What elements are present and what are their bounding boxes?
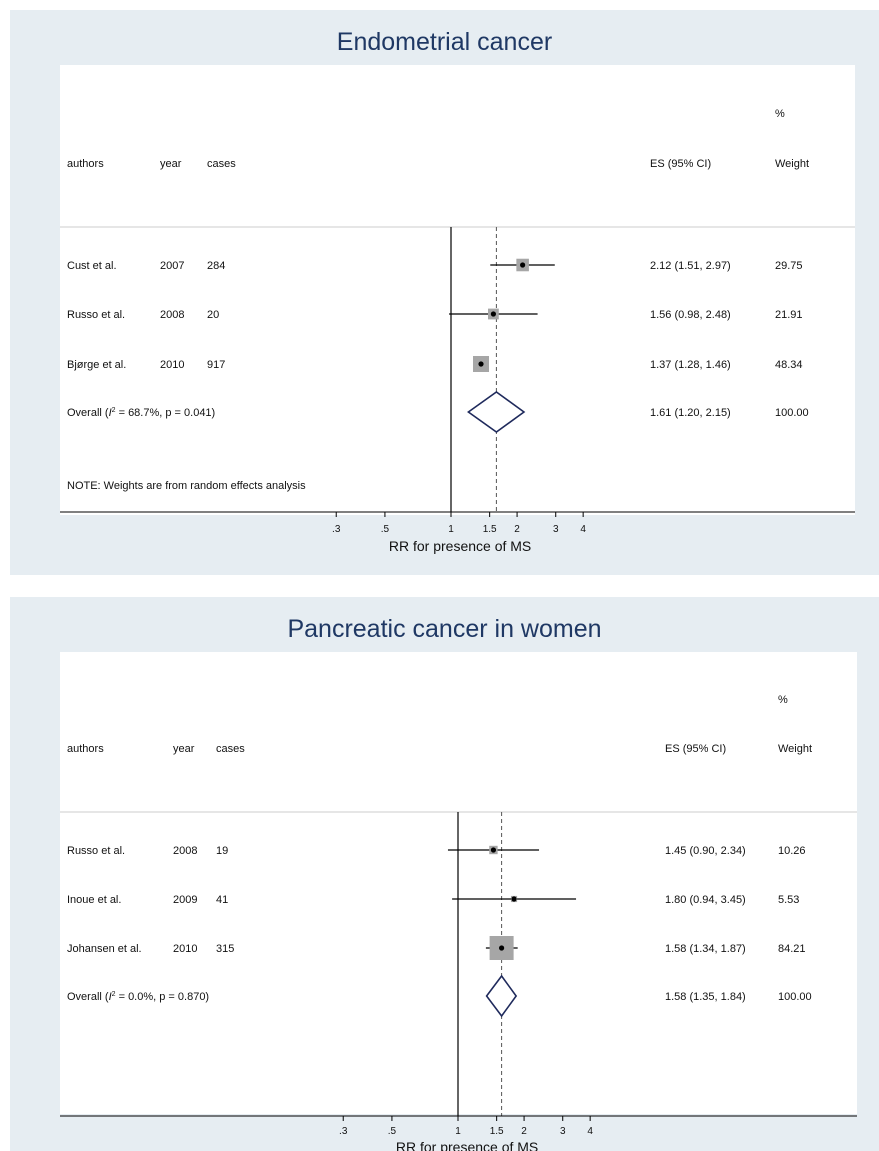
es-ci-header: ES (95% CI) xyxy=(665,743,726,755)
authors-header: authors xyxy=(67,158,104,170)
study-author: Russo et al. xyxy=(67,845,125,857)
x-tick-label: .3 xyxy=(332,524,341,535)
study-weight: 10.26 xyxy=(778,845,806,857)
study-es-ci: 1.37 (1.28, 1.46) xyxy=(650,359,731,371)
x-tick-label: 3 xyxy=(553,524,559,535)
overall-label: Overall (I2 = 68.7%, p = 0.041) xyxy=(67,407,215,419)
forest-plot-panel: Endometrial cancer % authors year cases ES (… xyxy=(10,10,879,575)
chart-title: Endometrial cancer xyxy=(336,28,553,56)
x-tick-label: 1 xyxy=(455,1126,461,1137)
study-es-ci: 1.80 (0.94, 3.45) xyxy=(665,894,746,906)
weight-percent-header: % xyxy=(778,694,788,706)
study-author: Bjørge et al. xyxy=(67,359,126,371)
point-estimate xyxy=(490,311,496,317)
overall-diamond xyxy=(485,974,518,1018)
overall-weight: 100.00 xyxy=(775,407,809,419)
cases-header: cases xyxy=(216,743,245,755)
x-tick-label: 1 xyxy=(448,524,454,535)
study-es-ci: 1.56 (0.98, 2.48) xyxy=(650,309,731,321)
study-es-ci: 2.12 (1.51, 2.97) xyxy=(650,260,731,272)
cases-header: cases xyxy=(207,158,236,170)
plot-area xyxy=(60,65,855,515)
x-tick-label: .5 xyxy=(388,1126,397,1137)
note-text: NOTE: Weights are from random effects an… xyxy=(67,480,306,492)
study-year: 2010 xyxy=(173,943,197,955)
es-ci-header: ES (95% CI) xyxy=(650,158,711,170)
overall-es-ci: 1.61 (1.20, 2.15) xyxy=(650,407,731,419)
authors-header: authors xyxy=(67,743,104,755)
study-author: Inoue et al. xyxy=(67,894,121,906)
x-axis-label: RR for presence of MS xyxy=(389,538,531,554)
point-estimate xyxy=(520,262,526,268)
study-year: 2007 xyxy=(160,260,184,272)
x-tick-label: .3 xyxy=(339,1126,348,1137)
weight-header: Weight xyxy=(778,743,812,755)
study-weight: 5.53 xyxy=(778,894,799,906)
study-year: 2010 xyxy=(160,359,184,371)
x-tick-label: 4 xyxy=(587,1126,593,1137)
study-weight: 21.91 xyxy=(775,309,803,321)
x-tick-label: 1.5 xyxy=(490,1126,504,1137)
study-cases: 41 xyxy=(216,894,228,906)
study-author: Russo et al. xyxy=(67,309,125,321)
x-tick-label: 3 xyxy=(560,1126,566,1137)
overall-es-ci: 1.58 (1.35, 1.84) xyxy=(665,991,746,1003)
point-estimate xyxy=(511,896,517,902)
x-tick-label: 2 xyxy=(514,524,520,535)
x-tick-label: 2 xyxy=(521,1126,527,1137)
overall-label: Overall (I2 = 0.0%, p = 0.870) xyxy=(67,991,209,1003)
weight-percent-header: % xyxy=(775,108,785,120)
forest-plot: % authors year cases ES (95% CI) Weight Russo … xyxy=(60,652,857,1151)
chart-title: Pancreatic cancer in women xyxy=(287,615,602,643)
point-estimate xyxy=(478,361,484,367)
overall-diamond xyxy=(467,391,526,433)
study-cases: 917 xyxy=(207,359,225,371)
x-tick-label: .5 xyxy=(381,524,390,535)
study-year: 2008 xyxy=(160,309,184,321)
study-cases: 315 xyxy=(216,943,234,955)
point-estimate xyxy=(490,847,497,853)
study-author: Cust et al. xyxy=(67,260,117,272)
study-year: 2009 xyxy=(173,894,197,906)
year-header: year xyxy=(173,743,195,755)
forest-plot-panel: Pancreatic cancer in women % authors year c… xyxy=(10,597,879,1151)
x-tick-label: 1.5 xyxy=(483,524,497,535)
study-weight: 48.34 xyxy=(775,359,803,371)
study-year: 2008 xyxy=(173,845,197,857)
study-weight: 84.21 xyxy=(778,943,806,955)
overall-weight: 100.00 xyxy=(778,991,812,1003)
x-tick-label: 4 xyxy=(580,524,586,535)
study-weight: 29.75 xyxy=(775,260,803,272)
year-header: year xyxy=(160,158,182,170)
study-es-ci: 1.58 (1.34, 1.87) xyxy=(665,943,746,955)
study-cases: 19 xyxy=(216,845,228,857)
x-axis-label: RR for presence of MS xyxy=(396,1139,538,1151)
study-es-ci: 1.45 (0.90, 2.34) xyxy=(665,845,746,857)
forest-plot: % authors year cases ES (95% CI) Weight Cust e… xyxy=(60,65,855,554)
study-cases: 20 xyxy=(207,309,219,321)
weight-header: Weight xyxy=(775,158,809,170)
point-estimate xyxy=(499,945,505,951)
study-author: Johansen et al. xyxy=(67,943,142,955)
study-cases: 284 xyxy=(207,260,225,272)
